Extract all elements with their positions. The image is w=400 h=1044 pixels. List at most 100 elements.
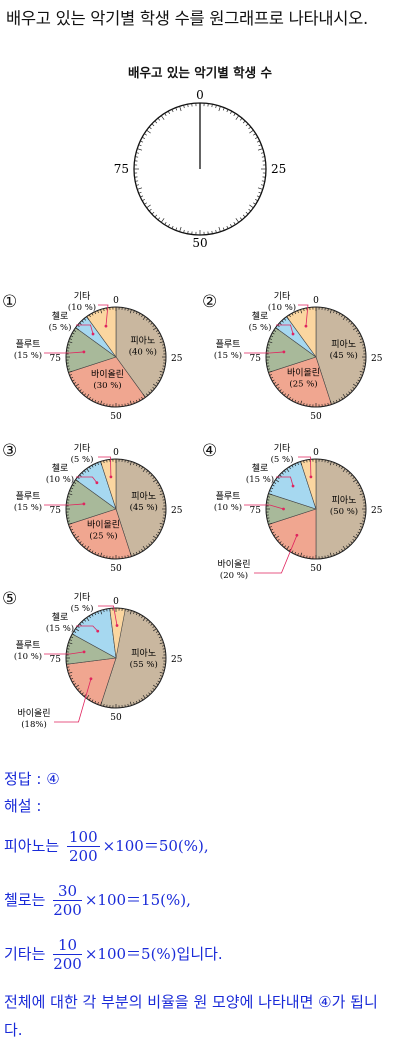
slice-percent: (15 %) [14, 502, 42, 513]
leader-dot [282, 508, 285, 511]
slice-percent: (30 %) [93, 380, 121, 391]
slice-percent: (20 %) [220, 570, 248, 581]
question-text: 배우고 있는 악기별 학생 수를 원그래프로 나타내시오. [6, 4, 398, 34]
explanation-label: 해설 : [4, 795, 41, 816]
slice-name: 피아노 [130, 336, 155, 347]
slice-name: 바이올린 [17, 708, 50, 719]
scale-label: 50 [110, 412, 122, 422]
scale-label: 75 [50, 655, 62, 665]
option-3-number: ③ [2, 441, 17, 461]
blank-chart-title: 배우고 있는 악기별 학생 수 [0, 62, 400, 81]
leader-dot [92, 333, 95, 336]
slice-percent: (5 %) [71, 454, 94, 465]
leader-dot [292, 485, 295, 488]
slice-percent: (45 %) [330, 350, 358, 361]
slice-percent: (15 %) [14, 350, 42, 361]
slice-name: 바이올린 [87, 520, 120, 531]
slice-percent: (25 %) [89, 531, 117, 542]
slice-name: 플루트 [216, 491, 241, 502]
option-5-number: ⑤ [2, 589, 17, 609]
leader-dot [305, 325, 308, 328]
scale-label: 25 [171, 354, 183, 364]
scale-label: 25 [171, 506, 183, 516]
slice-percent: (10 %) [46, 474, 74, 485]
slice-name: 기타 [274, 443, 291, 454]
slice-name: 피아노 [131, 648, 156, 659]
option-1-number: ① [2, 292, 17, 312]
slice-percent: (18%) [21, 719, 47, 730]
leader-dot [110, 476, 113, 479]
scale-label: 75 [250, 354, 262, 364]
scale-label: 0 [196, 88, 204, 102]
leader-dot [83, 351, 86, 354]
leader-dot [295, 534, 298, 537]
slice-name: 기타 [74, 592, 91, 603]
slice-name: 기타 [274, 291, 291, 302]
slice-name: 피아노 [331, 339, 356, 350]
slice-percent: (50 %) [330, 506, 358, 517]
scale-label: 50 [110, 564, 122, 574]
leader-dot [96, 630, 99, 633]
scale-label: 0 [113, 448, 119, 458]
slice-percent: (5 %) [49, 322, 72, 333]
answer-line: 정답 : ④ [4, 768, 60, 789]
slice-name: 플루트 [216, 339, 241, 350]
leader-dot [292, 333, 295, 336]
scale-label: 25 [271, 162, 286, 176]
slice-percent: (5 %) [271, 454, 294, 465]
slice-name: 기타 [74, 291, 91, 302]
option-4-number: ④ [202, 441, 217, 461]
scale-label: 75 [50, 506, 62, 516]
leader-dot [83, 503, 86, 506]
scale-label: 0 [313, 296, 319, 306]
slice-name: 기타 [74, 443, 91, 454]
leader-dot [116, 624, 119, 627]
leader-dot [310, 476, 313, 479]
leader-dot [83, 651, 86, 654]
scale-label: 25 [171, 655, 183, 665]
slice-percent: (5 %) [249, 322, 272, 333]
slice-percent: (25 %) [289, 379, 317, 390]
scale-label: 50 [192, 236, 207, 250]
slice-name: 첼로 [52, 463, 69, 474]
slice-percent: (15 %) [46, 623, 74, 634]
scale-label: 0 [113, 597, 119, 607]
leader-dot [90, 677, 93, 680]
scale-label: 25 [371, 354, 383, 364]
slice-name: 피아노 [332, 495, 357, 506]
slice-name: 첼로 [52, 311, 69, 322]
slice-name: 바이올린 [91, 369, 124, 380]
scale-label: 75 [114, 162, 129, 176]
slice-name: 바이올린 [287, 368, 320, 379]
slice-name: 첼로 [52, 612, 69, 623]
scale-label: 0 [313, 448, 319, 458]
slice-name: 플루트 [16, 640, 41, 651]
slice-percent: (5 %) [71, 603, 94, 614]
scale-label: 75 [250, 506, 262, 516]
option-2-number: ② [202, 292, 217, 312]
slice-percent: (10 %) [214, 502, 242, 513]
slice-percent: (45 %) [130, 502, 158, 513]
slice-name: 첼로 [252, 463, 269, 474]
scale-label: 50 [310, 412, 322, 422]
leader-dot [105, 325, 108, 328]
scale-label: 50 [310, 564, 322, 574]
leader-dot [283, 351, 286, 354]
scale-label: 25 [371, 506, 383, 516]
slice-percent: (15 %) [214, 350, 242, 361]
scale-label: 0 [113, 296, 119, 306]
conclusion-text: 전체에 대한 각 부분의 비율을 원 모양에 나타내면 ④가 됩니다. [4, 988, 396, 1044]
blank-circle-graph: 0 25 50 75 [0, 84, 400, 254]
slice-name: 피아노 [131, 491, 156, 502]
slice-percent: (10 %) [268, 302, 296, 313]
